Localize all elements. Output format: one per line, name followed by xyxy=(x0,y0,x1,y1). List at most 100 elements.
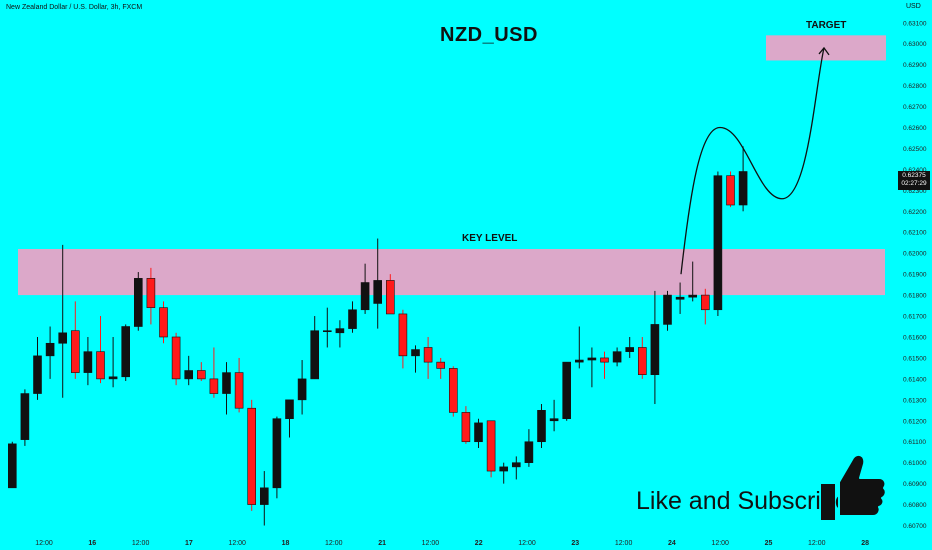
y-tick-label: 0.62100 xyxy=(903,230,927,237)
symbol-header: New Zealand Dollar / U.S. Dollar, 3h, FX… xyxy=(6,4,143,11)
candle xyxy=(297,360,307,415)
candle-body xyxy=(134,278,143,327)
chart-title: NZD_USD xyxy=(440,24,538,46)
candle-body xyxy=(562,361,572,419)
x-tick-label: 17 xyxy=(185,540,193,547)
candle xyxy=(511,456,521,480)
candle-body xyxy=(20,393,30,440)
candle-body xyxy=(33,355,42,394)
candle xyxy=(348,301,357,333)
candle xyxy=(71,301,80,379)
candle-body xyxy=(360,282,370,311)
candle xyxy=(96,316,105,384)
candle-body xyxy=(537,410,546,443)
projection-path xyxy=(680,46,830,275)
price-badge: 0.62375 02:27:29 xyxy=(898,171,930,190)
candle xyxy=(222,362,231,415)
price-axis: 0.63100 0.63000 0.62900 0.62800 0.62700 0.626… xyxy=(903,20,927,530)
candle xyxy=(385,274,395,315)
y-tick-label: 0.63000 xyxy=(903,41,927,48)
candle-body xyxy=(675,296,685,300)
y-tick-label: 0.61200 xyxy=(903,418,927,425)
y-tick-label: 0.61600 xyxy=(903,334,927,341)
candle-body xyxy=(121,326,130,378)
candle xyxy=(134,272,143,331)
candle xyxy=(20,389,30,446)
thumbs-up-icon xyxy=(821,453,887,520)
y-tick-label: 0.60800 xyxy=(903,502,927,509)
candle-body xyxy=(96,351,105,380)
candle-body xyxy=(600,357,609,363)
candle xyxy=(33,336,42,400)
y-tick-label: 0.62500 xyxy=(903,146,927,153)
candle xyxy=(713,171,723,317)
call-to-action: Like and Subscribe xyxy=(636,487,849,515)
current-price: 0.62375 xyxy=(902,172,926,179)
candle xyxy=(688,261,698,302)
candle xyxy=(436,357,446,379)
y-tick-label: 0.60700 xyxy=(903,523,927,530)
key-level-zone xyxy=(18,249,885,296)
candle xyxy=(675,282,685,314)
candles xyxy=(8,146,748,526)
y-tick-label: 0.62300 xyxy=(903,188,927,195)
x-tick-label: 12:00 xyxy=(615,540,633,547)
candle xyxy=(650,290,660,405)
candle-countdown: 02:27:29 xyxy=(901,180,927,187)
x-tick-label: 12:00 xyxy=(228,540,246,547)
candle xyxy=(625,336,635,358)
candle-body xyxy=(322,330,332,333)
candle-body xyxy=(209,378,219,394)
candle-body xyxy=(58,332,68,344)
candle-body xyxy=(499,466,509,472)
x-tick-label: 23 xyxy=(571,540,579,547)
candle xyxy=(272,416,282,499)
x-tick-label: 12:00 xyxy=(35,540,53,547)
y-tick-label: 0.60900 xyxy=(903,481,927,488)
candle xyxy=(738,146,748,212)
candle-body xyxy=(423,347,433,363)
candle xyxy=(726,171,735,208)
candle-body xyxy=(159,307,168,338)
candle xyxy=(184,355,193,386)
candle xyxy=(234,357,244,413)
y-tick-label: 0.62900 xyxy=(903,62,927,69)
candle xyxy=(461,406,471,444)
x-tick-label: 24 xyxy=(668,540,676,547)
candle-body xyxy=(587,357,597,361)
target-zone xyxy=(766,35,886,61)
candle-body xyxy=(222,372,231,394)
candle-body xyxy=(650,324,660,375)
candle-body xyxy=(486,420,496,472)
candle-body xyxy=(385,280,395,315)
candle xyxy=(58,244,68,398)
candle-body xyxy=(310,330,320,380)
candle xyxy=(121,324,130,381)
candle-body xyxy=(474,422,483,443)
x-tick-label: 12:00 xyxy=(711,540,729,547)
candle-body xyxy=(549,418,559,422)
candle xyxy=(486,420,496,478)
candle xyxy=(499,462,509,484)
candle xyxy=(310,316,320,380)
projection-curve xyxy=(680,47,825,275)
candle xyxy=(537,404,546,449)
candle-body xyxy=(612,351,622,363)
candle-body xyxy=(272,418,282,489)
candle-body xyxy=(184,370,193,380)
y-tick-label: 0.61400 xyxy=(903,376,927,383)
candle xyxy=(247,399,256,511)
target-label: TARGET xyxy=(806,20,847,31)
candle-body xyxy=(146,278,156,308)
y-tick-label: 0.63100 xyxy=(903,20,927,27)
candle xyxy=(562,361,572,421)
candle xyxy=(524,429,534,467)
y-tick-label: 0.61300 xyxy=(903,397,927,404)
x-tick-label: 12:00 xyxy=(518,540,536,547)
x-tick-label: 12:00 xyxy=(808,540,826,547)
candle xyxy=(83,336,93,386)
y-tick-label: 0.61700 xyxy=(903,314,927,321)
y-tick-label: 0.61100 xyxy=(903,439,926,446)
y-tick-label: 0.61500 xyxy=(903,355,927,362)
candle-body xyxy=(71,330,80,373)
